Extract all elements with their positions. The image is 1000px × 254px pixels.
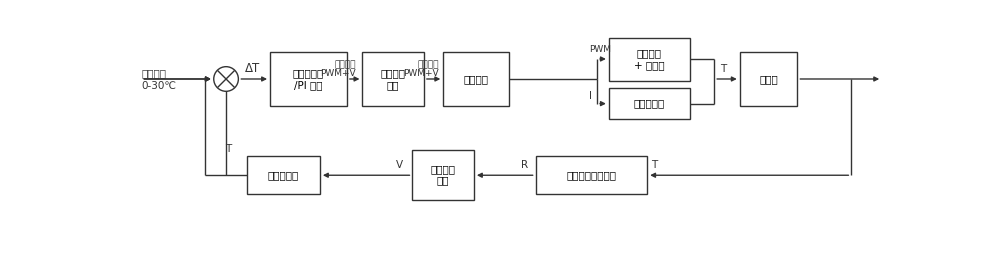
Bar (443, 52, 509, 106)
Text: 设定温度: 设定温度 (141, 68, 166, 78)
Text: 控制信号: 控制信号 (417, 60, 439, 69)
Text: T: T (720, 64, 727, 74)
Text: PWM+V: PWM+V (403, 69, 439, 78)
Text: 处理器模块: 处理器模块 (268, 170, 299, 180)
Text: 温控信号: 温控信号 (335, 60, 356, 69)
Text: R: R (521, 160, 528, 170)
Text: 信号调理
模块: 信号调理 模块 (431, 164, 456, 186)
Bar (609, 88, 690, 119)
Bar (412, 150, 474, 200)
Text: PWM+V: PWM+V (321, 69, 356, 78)
Text: T: T (651, 160, 657, 170)
Text: I: I (590, 91, 592, 101)
Text: T: T (225, 144, 231, 154)
Text: 导热片: 导热片 (759, 74, 778, 84)
Bar (740, 52, 797, 106)
Text: ΔT: ΔT (245, 62, 261, 75)
Circle shape (214, 67, 238, 91)
Text: PWM: PWM (590, 45, 612, 54)
Text: V: V (396, 160, 403, 170)
Text: 温控模块: 温控模块 (463, 74, 488, 84)
Text: 信号调理
模块: 信号调理 模块 (381, 68, 406, 90)
Text: 0-30℃: 0-30℃ (141, 81, 176, 91)
Bar (609, 38, 690, 81)
Bar (270, 52, 347, 106)
Text: 下端面温度传感器: 下端面温度传感器 (566, 170, 616, 180)
Bar (536, 156, 647, 195)
Bar (247, 156, 320, 195)
Text: 处理器模块
/PI 调节: 处理器模块 /PI 调节 (293, 68, 324, 90)
Text: 散热风扇
+ 散热片: 散热风扇 + 散热片 (634, 49, 664, 70)
Bar (362, 52, 424, 106)
Text: 温度调节器: 温度调节器 (634, 99, 665, 109)
